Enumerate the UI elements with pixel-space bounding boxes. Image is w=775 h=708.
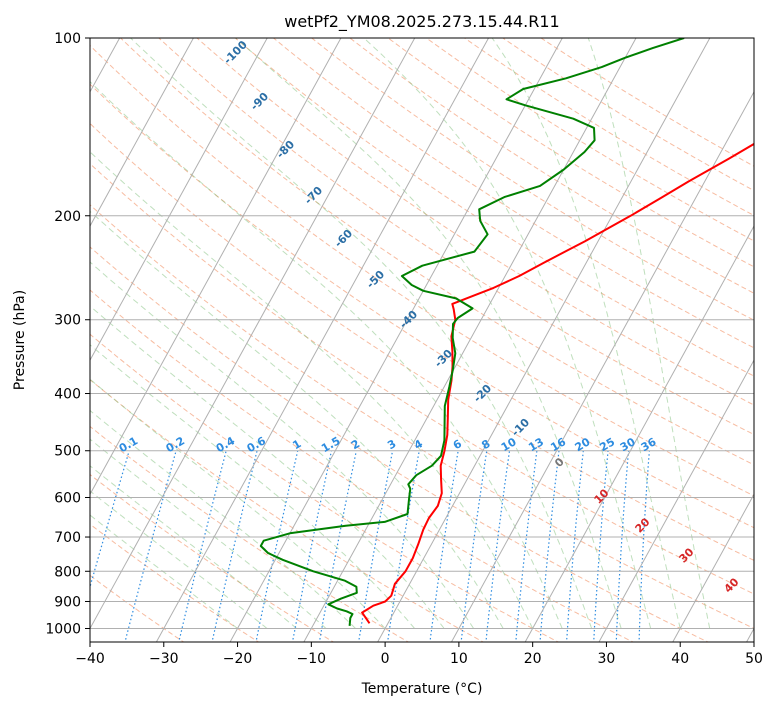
mixing-ratio-line — [638, 450, 650, 642]
x-tick-label: 20 — [524, 651, 542, 667]
mixing-ratio-line — [291, 450, 333, 642]
temperature-profile-line — [361, 142, 754, 624]
x-tick-label: 10 — [450, 651, 468, 667]
dry-adiabat-line — [90, 379, 485, 642]
x-tick-label: 0 — [381, 651, 390, 667]
mixing-ratio-line — [566, 450, 584, 642]
isotherm-line — [155, 38, 490, 642]
moist-adiabat-line — [129, 38, 593, 629]
isotherm-line — [377, 38, 711, 642]
y-tick-label: 900 — [54, 594, 81, 610]
isotherm-line — [229, 38, 563, 642]
moist-adiabat-line — [90, 514, 238, 629]
x-tick-label: −40 — [75, 651, 105, 667]
moist-adiabat-line — [90, 409, 356, 629]
skewt-background — [90, 38, 754, 642]
y-tick-label: 1000 — [45, 622, 81, 638]
dewpoint-profile-line — [259, 38, 685, 626]
x-tick-label: −30 — [149, 651, 179, 667]
y-axis-label: Pressure (hPa) — [12, 290, 28, 390]
isotherm-line — [90, 38, 268, 362]
dry-adiabat-line — [119, 38, 754, 466]
x-axis-label: Temperature (°C) — [361, 681, 483, 697]
moist-adiabat-line — [90, 80, 563, 629]
y-tick-label: 100 — [54, 31, 81, 47]
moist-adiabat-line — [90, 344, 415, 629]
axes: −40 −30 −20 −10 0 10 20 30 40 50 100 200 300 400 500 60… — [45, 31, 763, 667]
isotherm-line — [598, 359, 754, 642]
moist-adiabat-line — [90, 305, 445, 629]
y-tick-label: 500 — [54, 444, 81, 460]
mixing-ratio-line — [615, 450, 630, 642]
isotherm-line — [524, 224, 754, 642]
moist-adiabat-line — [90, 465, 297, 629]
dry-adiabat-line — [196, 38, 754, 406]
mixing-ratio-line — [593, 450, 609, 642]
isotherm-line — [90, 38, 416, 630]
x-tick-label: −20 — [223, 651, 253, 667]
moist-adiabat-line — [90, 210, 504, 629]
dry-adiabat-line — [90, 122, 754, 561]
plot-frame — [89, 37, 755, 643]
isotherm-line — [90, 38, 195, 228]
y-tick-label: 200 — [54, 209, 81, 225]
moist-adiabat-line — [491, 38, 681, 629]
dry-adiabat-line — [90, 83, 754, 529]
dry-adiabat-line — [90, 473, 335, 642]
mixing-ratio-line — [539, 450, 560, 642]
x-tick-label: 50 — [745, 651, 763, 667]
moist-adiabat-line — [235, 38, 622, 629]
isotherm-line — [90, 38, 342, 496]
sounding-traces — [259, 38, 754, 626]
dry-adiabat-line — [158, 38, 754, 436]
moist-adiabat-line — [363, 38, 652, 629]
mixing-ratio-line — [124, 450, 177, 642]
mixing-ratio-line — [211, 450, 258, 642]
moist-adiabat-line — [90, 378, 386, 629]
moist-adiabat-line — [90, 438, 327, 629]
x-tick-label: 40 — [671, 651, 689, 667]
mixing-ratio-line — [178, 450, 227, 642]
y-tick-label: 600 — [54, 490, 81, 506]
dry-adiabat-line — [90, 163, 754, 595]
moist-adiabat-line — [90, 151, 534, 629]
y-tick-label: 300 — [54, 313, 81, 329]
dry-adiabat-line — [90, 246, 710, 642]
isotherm-line — [672, 493, 754, 642]
isotherm-line — [450, 90, 754, 642]
y-tick-label: 800 — [54, 564, 81, 580]
x-tick-label: 30 — [598, 651, 616, 667]
moist-adiabat-line — [587, 38, 711, 629]
chart-title: wetPf2_YM08.2025.273.15.44.R11 — [284, 12, 559, 32]
y-tick-label: 400 — [54, 387, 81, 403]
y-tick-label: 700 — [54, 530, 81, 546]
x-tick-label: −10 — [297, 651, 327, 667]
isotherm-line — [303, 38, 637, 642]
moist-adiabat-line — [90, 261, 475, 629]
